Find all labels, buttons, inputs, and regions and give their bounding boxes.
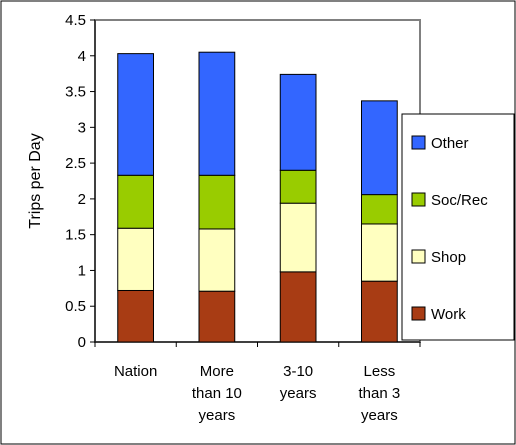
bar-work-3 xyxy=(361,280,398,343)
y-tick-label: 4 xyxy=(78,48,86,65)
bar-shop-1 xyxy=(198,228,236,292)
y-axis-label: Trips per Day xyxy=(27,133,44,228)
y-tick-label: 2.5 xyxy=(65,155,86,172)
y-tick-label: 3.5 xyxy=(65,84,86,101)
legend-label: Other xyxy=(431,135,469,152)
category-label: Less xyxy=(364,363,396,380)
category-label: years xyxy=(361,407,398,424)
bar-soc-rec-0 xyxy=(117,174,154,229)
y-tick-label: 3 xyxy=(78,119,86,136)
bar-work-2 xyxy=(279,271,317,343)
bar-shop-0 xyxy=(117,227,154,291)
legend-label: Work xyxy=(431,306,466,323)
bar-soc-rec-1 xyxy=(198,174,236,230)
bar-work-0 xyxy=(117,289,154,343)
category-label: 3-10 xyxy=(283,363,313,380)
y-tick-label: 1 xyxy=(78,262,86,279)
bar-shop-3 xyxy=(361,223,398,282)
legend-swatch xyxy=(411,192,426,207)
legend-label: Shop xyxy=(431,249,466,266)
legend-swatch xyxy=(411,135,426,150)
category-label: Nation xyxy=(114,363,157,380)
bar-other-0 xyxy=(117,53,154,176)
y-axis-ticks: 0 0.5 1 1.5 2 2.5 3 3.5 4 4.5 xyxy=(65,12,95,351)
bar-soc-rec-2 xyxy=(279,169,317,204)
category-label: years xyxy=(199,407,236,424)
y-tick-label: 0 xyxy=(78,334,86,351)
x-axis-ticks: Nation More than 10 years 3-10 years Less than … xyxy=(94,342,421,424)
bar-other-1 xyxy=(198,51,236,176)
bar-other-2 xyxy=(279,73,317,171)
category-label: years xyxy=(280,385,317,402)
y-tick-label: 2 xyxy=(78,191,86,208)
legend-box xyxy=(401,113,515,341)
legend: Other Soc/Rec Shop Work xyxy=(401,113,515,341)
legend-label: Soc/Rec xyxy=(431,192,488,209)
bar-shop-2 xyxy=(279,202,317,273)
bars-group xyxy=(117,51,398,343)
y-tick-label: 0.5 xyxy=(65,298,86,315)
legend-swatch xyxy=(411,306,426,321)
category-label: More xyxy=(200,363,234,380)
category-label: than 10 xyxy=(192,385,242,402)
y-tick-label: 1.5 xyxy=(65,227,86,244)
legend-items: Other Soc/Rec Shop Work xyxy=(411,135,488,323)
bar-work-1 xyxy=(198,290,236,343)
category-label: than 3 xyxy=(359,385,401,402)
bar-other-3 xyxy=(361,100,398,196)
legend-swatch xyxy=(411,249,426,264)
y-tick-label: 4.5 xyxy=(65,12,86,29)
bar-soc-rec-3 xyxy=(361,194,398,225)
